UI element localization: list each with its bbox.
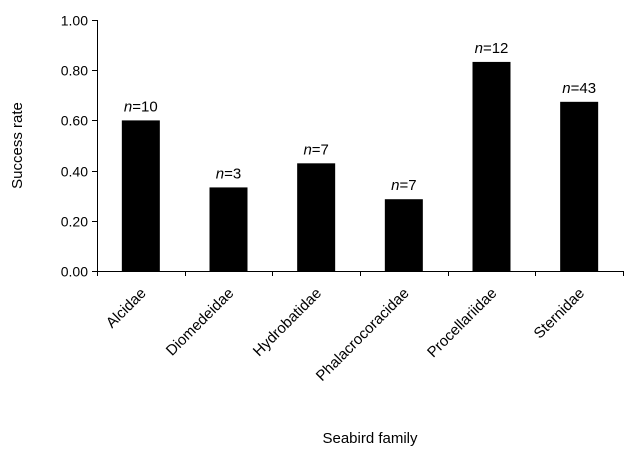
x-axis-title: Seabird family [322,430,418,447]
x-axis-ticks [97,271,624,276]
data-label-diomedeidae: n=3 [216,165,241,182]
plot-area: n=10n=3n=7n=7n=12n=43 0.000.200.400.600.… [61,13,624,385]
x-category-label: Phalacrocoracidae [313,285,413,385]
data-label-alcidae: n=10 [124,98,158,115]
data-label-procellariidae: n=12 [475,40,509,57]
y-tick-label: 0.40 [61,164,88,180]
data-labels-group: n=10 n=3 n=7 n=7 n=12 n=43 [124,40,596,194]
bar-hydrobatidae [297,163,336,271]
x-category-label: Hydrobatidae [250,285,325,360]
x-category-label: Procellariidae [424,285,500,361]
data-label-hydrobatidae: n=7 [303,141,328,158]
bar-sternidae [560,101,599,272]
x-category-label: Alcidae [103,285,150,332]
y-tick-label: 0.60 [61,113,88,129]
bar-alcidae [121,120,160,272]
data-label-phalacrocoracidae: n=7 [391,177,416,194]
bar-phalacrocoracidae [384,199,423,271]
bar-diomedeidae [209,187,248,271]
x-axis-category-labels: Alcidae Diomedeidae HydrobatidaePhalacroco… [103,285,588,385]
bars-group [121,61,599,272]
y-tick-label: 0.20 [61,214,88,230]
bar-procellariidae [472,61,511,272]
x-category-label: Sternidae [531,285,588,342]
x-category-label: Diomedeidae [163,285,238,360]
y-axis-title: Success rate [9,102,26,189]
y-tick-label: 1.00 [61,13,88,29]
y-tick-label: 0.80 [61,63,88,79]
data-label-sternidae: n=43 [562,80,596,97]
y-tick-label: 0.00 [61,264,88,280]
y-axis-ticks: 0.00 0.20 0.40 0.60 0.80 1.00 [61,13,97,280]
